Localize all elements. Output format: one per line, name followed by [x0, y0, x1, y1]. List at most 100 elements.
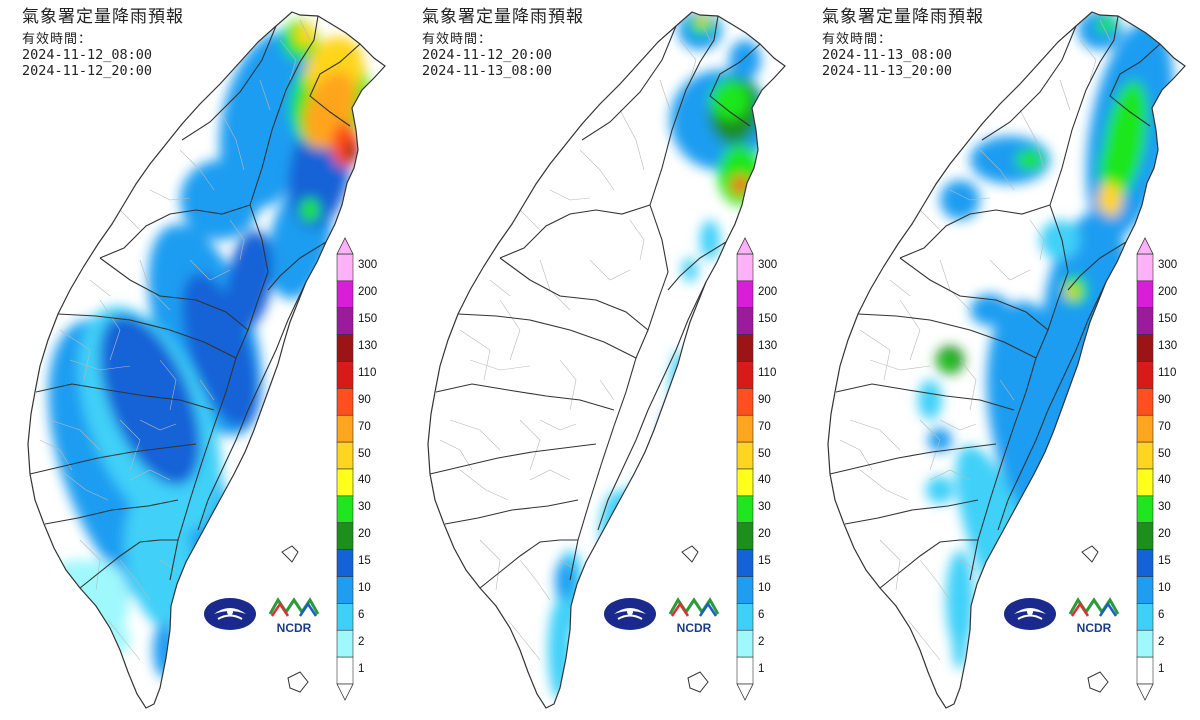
taiwan-outline — [27, 11, 386, 709]
valid-end-time: 2024-11-13_08:00 — [422, 63, 553, 79]
colorbar-segment — [1136, 495, 1154, 524]
colorbar-segment — [336, 307, 354, 335]
colorbar-segment — [1136, 576, 1154, 604]
ncdr-logo-icon — [268, 597, 320, 617]
cwa-logo-icon — [204, 598, 256, 630]
colorbar-segment — [336, 576, 354, 604]
green-island — [681, 545, 699, 563]
colorbar-segment — [1136, 656, 1154, 685]
colorbar-segment — [1136, 388, 1154, 416]
colorbar-segment — [736, 441, 754, 470]
colorbar-segment — [1136, 280, 1154, 309]
valid-start-time: 2024-11-12_08:00 — [22, 47, 153, 63]
colorbar-segment — [736, 495, 754, 524]
colorbar-segment — [336, 253, 354, 282]
map-title: 氣象署定量降雨預報 — [822, 7, 984, 27]
colorbar-tick-label: 15 — [1158, 555, 1171, 568]
map-title: 氣象署定量降雨預報 — [422, 7, 584, 27]
rainfall-map — [827, 11, 1186, 709]
colorbar-tick-label: 30 — [358, 501, 371, 514]
agency-logos: NCDR — [200, 592, 330, 636]
colorbar-segment — [1136, 441, 1154, 470]
colorbar-tick-label: 6 — [358, 608, 365, 621]
colorbar-tick-label: 130 — [758, 340, 778, 353]
colorbar-tick-label: 1 — [358, 662, 365, 675]
cwa-logo-icon — [1004, 598, 1056, 630]
colorbar-segment — [336, 603, 354, 631]
colorbar-segment — [736, 576, 754, 604]
agency-logos: NCDR — [600, 592, 730, 636]
cwa-logo-icon — [604, 598, 656, 630]
colorbar-segment — [1136, 549, 1154, 577]
colorbar-segment — [336, 495, 354, 524]
colorbar-tick-label: 300 — [1158, 259, 1178, 272]
colorbar-segment — [336, 549, 354, 577]
colorbar-tick-label: 10 — [1158, 581, 1171, 594]
colorbar-segment — [736, 361, 754, 389]
forecast-panel: 氣象署定量降雨預報 有效時間： 2024-11-12_08:00 2024-11-12… — [0, 0, 400, 720]
colorbar-tick-label: 40 — [358, 474, 371, 487]
colorbar-tick-label: 20 — [1158, 528, 1171, 541]
colorbar-tick-label: 150 — [758, 313, 778, 326]
colorbar-tick-label: 2 — [1158, 635, 1165, 648]
colorbar-tick-label: 1 — [1158, 662, 1165, 675]
colorbar-segment — [336, 468, 354, 497]
colorbar-segment — [736, 388, 754, 416]
colorbar-segment — [1136, 603, 1154, 631]
colorbar-tick-label: 90 — [1158, 393, 1171, 406]
colorbar-segment — [336, 334, 354, 362]
rainfall-map — [27, 11, 386, 709]
colorbar-segment — [1136, 361, 1154, 389]
colorbar-segment — [336, 441, 354, 470]
colorbar-segment — [736, 656, 754, 685]
colorbar-tick-label: 30 — [1158, 501, 1171, 514]
valid-start-time: 2024-11-12_20:00 — [422, 47, 553, 63]
colorbar-tick-label: 2 — [358, 635, 365, 648]
colorbar-tick-label: 70 — [1158, 420, 1171, 433]
colorbar-tick-label: 300 — [358, 259, 378, 272]
colorbar-tick-label: 6 — [758, 608, 765, 621]
colorbar-segment — [1136, 334, 1154, 362]
colorbar-segment — [736, 334, 754, 362]
colorbar-segment — [336, 629, 354, 658]
agency-logos: NCDR — [1000, 592, 1130, 636]
ncdr-logo-icon — [668, 597, 720, 617]
colorbar-segment — [336, 388, 354, 416]
orchid-island — [1087, 671, 1109, 693]
rainfall-map — [427, 11, 786, 709]
colorbar-tick-label: 200 — [358, 286, 378, 299]
colorbar-tick-label: 150 — [1158, 313, 1178, 326]
colorbar-segment — [1136, 468, 1154, 497]
colorbar-tick-label: 70 — [358, 420, 371, 433]
colorbar-segment — [736, 307, 754, 335]
colorbar-tick-label: 1 — [758, 662, 765, 675]
colorbar-segment — [736, 468, 754, 497]
green-island — [1081, 545, 1099, 563]
colorbar-segment — [736, 603, 754, 631]
forecast-panel: 氣象署定量降雨預報 有效時間： 2024-11-13_08:00 2024-11-13… — [800, 0, 1200, 720]
ncdr-logo-text: NCDR — [1077, 621, 1112, 635]
rainfall-colorbar: 300 200 150 130 110 90 70 50 40 30 20 15 10 6 2 1 — [734, 236, 790, 702]
colorbar-segment — [736, 522, 754, 550]
valid-time-label: 有效時間： — [22, 32, 93, 47]
colorbar-tick-label: 20 — [358, 528, 371, 541]
colorbar-tick-label: 15 — [358, 555, 371, 568]
colorbar-tick-label: 300 — [758, 259, 778, 272]
colorbar-segment — [1136, 522, 1154, 550]
rainfall-colorbar: 300 200 150 130 110 90 70 50 40 30 20 15 10 6 2 1 — [1134, 236, 1190, 702]
colorbar-segment — [736, 280, 754, 309]
colorbar-segment — [736, 629, 754, 658]
map-title: 氣象署定量降雨預報 — [22, 7, 184, 27]
rainfall-shading — [34, 20, 370, 678]
colorbar-tick-label: 110 — [358, 366, 377, 379]
colorbar-tick-label: 200 — [1158, 286, 1178, 299]
colorbar-tick-label: 110 — [1158, 366, 1177, 379]
colorbar-segment — [736, 549, 754, 577]
valid-start-time: 2024-11-13_08:00 — [822, 47, 953, 63]
colorbar-segment — [336, 361, 354, 389]
colorbar-segment — [736, 414, 754, 443]
ncdr-logo-icon — [1068, 597, 1120, 617]
colorbar-tick-label: 40 — [758, 474, 771, 487]
colorbar-tick-label: 10 — [358, 581, 371, 594]
orchid-island — [287, 671, 309, 693]
